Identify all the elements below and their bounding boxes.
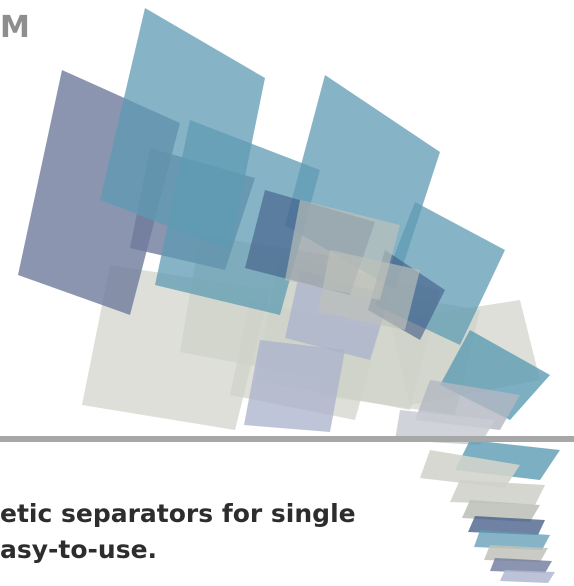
tail-panel	[450, 480, 545, 505]
tagline: etic separators for single asy-to-use.	[0, 496, 356, 568]
lavender-panel	[244, 340, 345, 432]
tagline-line-2: asy-to-use.	[0, 532, 356, 568]
horizontal-divider	[0, 436, 574, 442]
tail-panel	[500, 570, 555, 583]
tagline-line-1: etic separators for single	[0, 496, 356, 532]
